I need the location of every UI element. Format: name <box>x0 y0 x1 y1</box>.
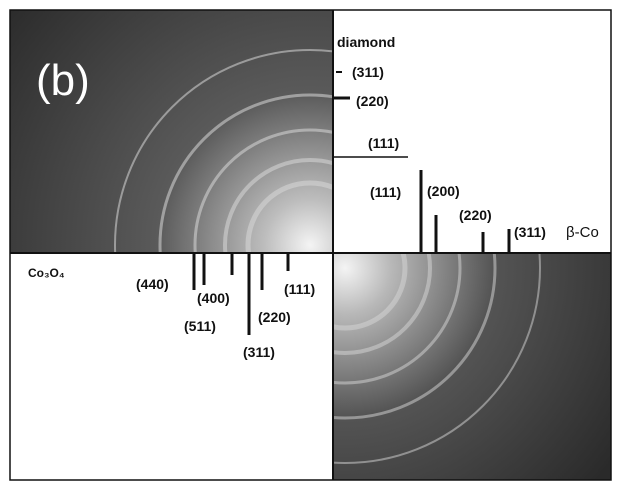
figure: (b) diamond (311) (220) (111) (111) (200… <box>0 0 619 489</box>
peak-label: (311) <box>514 224 546 240</box>
peak-label: (220) <box>356 93 389 109</box>
peak-label: (511) <box>184 318 216 334</box>
peak-label: (440) <box>136 276 169 292</box>
page: {"panel_label": "(b)", "diamond": {"titl… <box>0 0 619 489</box>
peak-label: (400) <box>197 290 230 306</box>
peak-label: (220) <box>258 309 291 325</box>
peak-label: (111) <box>368 135 399 151</box>
panel-label: (b) <box>36 56 90 105</box>
pattern-title: diamond <box>337 34 395 50</box>
peak-label: (200) <box>427 183 460 199</box>
pattern-title: β-Co <box>566 224 599 241</box>
peak-label: (111) <box>370 184 401 200</box>
peak-label: (311) <box>243 344 275 360</box>
pattern-title: Co₃O₄ <box>28 266 65 280</box>
diffraction-image <box>333 253 611 480</box>
peak-label: (220) <box>459 207 492 223</box>
peak-label: (111) <box>284 281 315 297</box>
peak-label: (311) <box>352 64 384 80</box>
